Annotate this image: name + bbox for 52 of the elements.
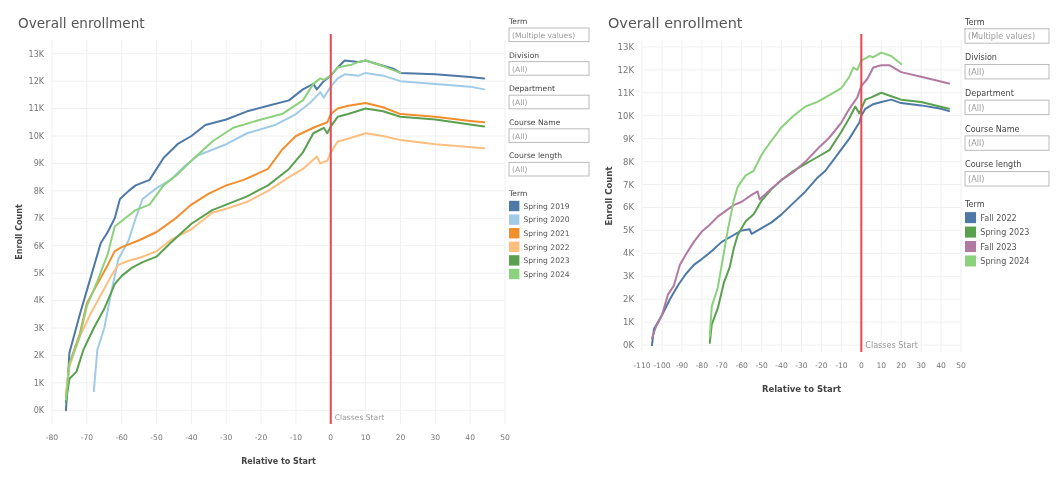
- y-tick-label: 6K: [623, 202, 635, 213]
- y-axis-title: Enroll Count: [604, 166, 615, 226]
- y-tick-label: 11K: [28, 104, 45, 114]
- y-tick-label: 3K: [33, 323, 45, 333]
- y-tick-label: 9K: [623, 133, 635, 144]
- ref-line-label: Classes Start: [865, 341, 919, 350]
- y-tick-label: 13K: [618, 41, 635, 52]
- text: (All): [968, 68, 985, 78]
- line-series: [709, 51, 903, 337]
- y-axis-title: Enroll Count: [15, 204, 24, 260]
- text: (All): [968, 175, 985, 185]
- y-tick-label: 4K: [623, 248, 635, 259]
- y-tick-label: 2K: [33, 351, 45, 361]
- y-tick-label: 3K: [623, 271, 635, 282]
- y-tick-label: 8K: [623, 156, 635, 167]
- y-tick-label: 0K: [623, 340, 635, 351]
- y-tick-label: 10K: [618, 110, 635, 121]
- legend-label: Fall 2023: [980, 242, 1018, 252]
- y-tick-label: 4K: [33, 296, 45, 306]
- text: Department: [965, 88, 1015, 98]
- text: (All): [968, 139, 985, 149]
- legend-label: Spring 2023: [980, 228, 1030, 238]
- y-tick-label: 5K: [623, 225, 635, 236]
- y-tick-label: 0K: [33, 406, 45, 416]
- chart-title: Overall enrollment: [608, 15, 744, 31]
- y-tick-label: 12K: [28, 76, 45, 86]
- y-tick-label: 9K: [33, 159, 45, 169]
- legend-label: Spring 2024: [980, 256, 1030, 266]
- text: Course length: [965, 160, 1022, 170]
- y-tick-label: 12K: [618, 64, 635, 75]
- y-tick-label: 11K: [618, 87, 635, 98]
- legend-label: Fall 2022: [980, 213, 1018, 223]
- y-tick-label: 7K: [33, 214, 45, 224]
- legend-title: Term: [964, 200, 986, 209]
- y-tick-label: 2K: [623, 294, 635, 305]
- y-tick-label: 7K: [623, 179, 635, 190]
- text: Course Name: [965, 124, 1020, 134]
- y-tick-label: 13K: [28, 49, 45, 59]
- y-tick-label: 6K: [33, 241, 45, 251]
- line-series: [64, 59, 402, 401]
- chart-title: Overall enrollment: [18, 15, 145, 31]
- x-axis-title: Relative to Start: [762, 384, 842, 394]
- x-axis-title: Relative to Start: [241, 457, 316, 466]
- y-tick-label: 5K: [33, 268, 45, 278]
- y-tick-label: 8K: [33, 186, 45, 196]
- text: (All): [968, 103, 985, 113]
- text: (Multiple values): [968, 32, 1036, 42]
- y-tick-label: 1K: [623, 317, 635, 328]
- text: Division: [965, 53, 998, 63]
- y-tick-label: 1K: [33, 378, 45, 388]
- text: Term: [964, 17, 986, 27]
- y-tick-label: 10K: [28, 131, 45, 141]
